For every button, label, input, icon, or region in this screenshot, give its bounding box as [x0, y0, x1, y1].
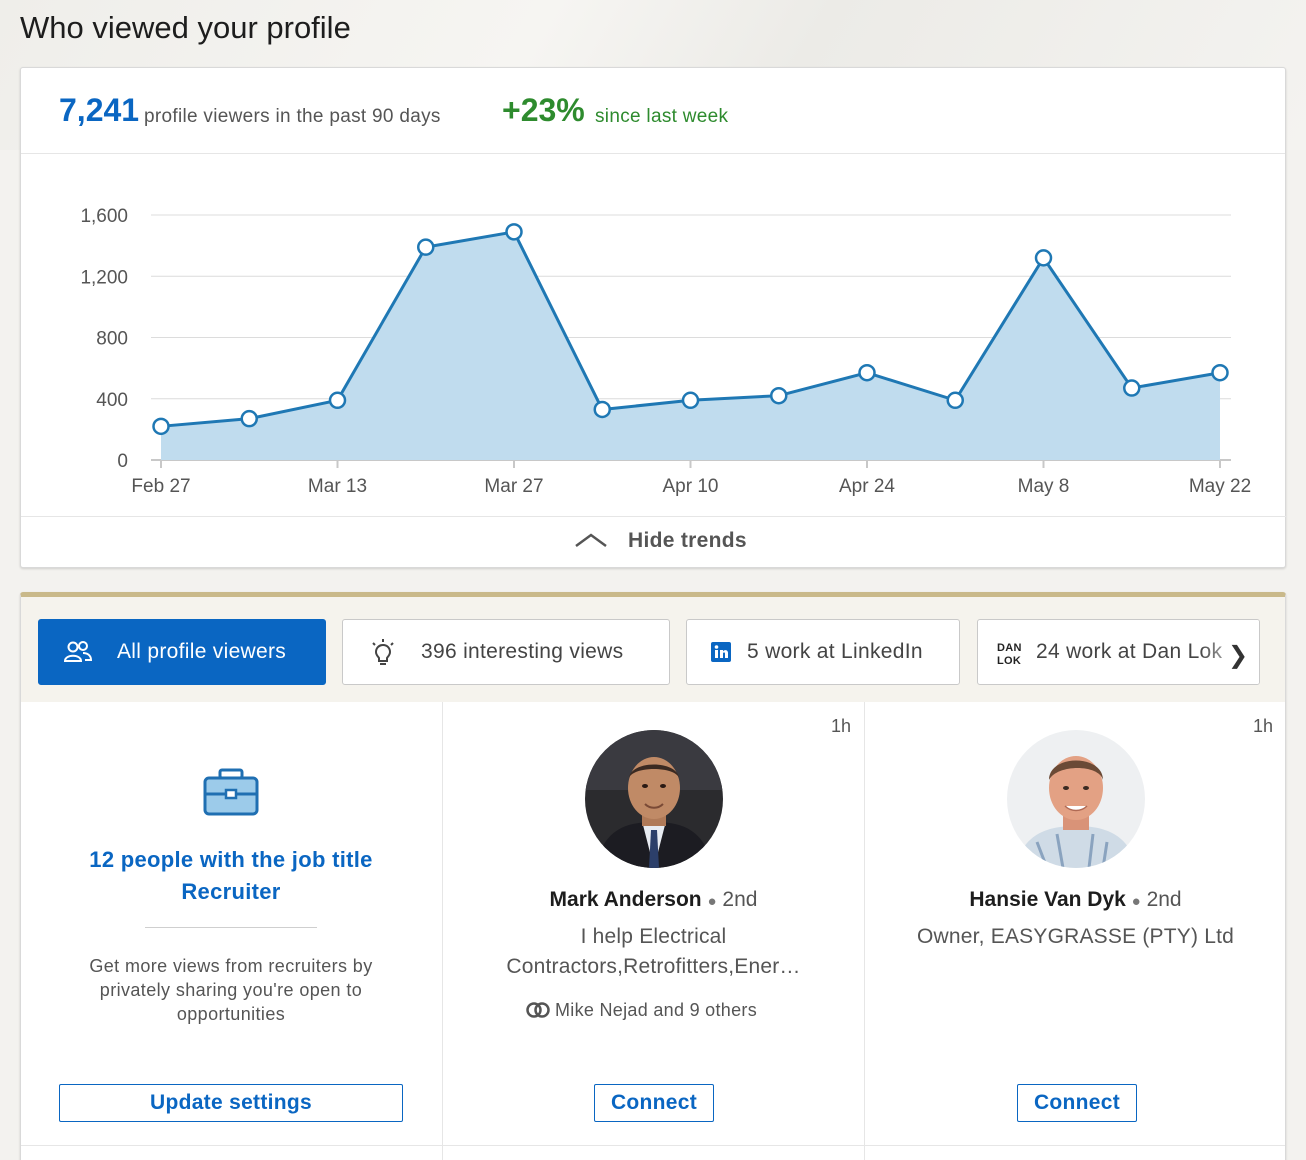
- filter-work-at-linkedin[interactable]: 5 work at LinkedIn: [686, 619, 960, 685]
- y-tick-label: 1,200: [80, 267, 128, 288]
- x-tick-label: Apr 24: [839, 476, 895, 497]
- danlok-logo-icon: DAN LOK: [997, 642, 1022, 666]
- avatar[interactable]: [585, 730, 723, 868]
- separator-dot: ●: [707, 893, 717, 910]
- recruiter-insight-title[interactable]: 12 people with the job title Recruiter: [51, 844, 411, 908]
- viewer-name-line: Hansie Van Dyk ● 2nd: [865, 888, 1286, 912]
- page-title: Who viewed your profile: [20, 10, 351, 45]
- viewer-card: 1h Hansie Van Dyk ● 2nd: [864, 702, 1285, 1160]
- filter-bar: All profile viewers 396 interesting view…: [21, 597, 1285, 702]
- chevron-right-icon[interactable]: ❯: [1228, 642, 1249, 669]
- shared-connections[interactable]: Mike Nejad and 9 others: [525, 1000, 757, 1021]
- data-point: [240, 409, 258, 428]
- data-point: [1034, 249, 1053, 267]
- lightbulb-icon: [372, 639, 394, 665]
- data-point: [417, 238, 435, 256]
- data-point: [505, 223, 523, 241]
- data-point: [1211, 363, 1229, 382]
- y-tick-label: 1,600: [80, 206, 128, 227]
- view-time: 1h: [830, 716, 851, 736]
- viewer-card: 1h Mark Anderson ●: [442, 702, 863, 1160]
- data-point: [946, 391, 964, 410]
- connect-button[interactable]: Connect: [1017, 1084, 1137, 1122]
- headline-line1: I help Electrical: [580, 925, 727, 948]
- profile-views-summary-card: 7,241 profile viewers in the past 90 day…: [20, 67, 1287, 569]
- chevron-up-icon: [575, 533, 607, 548]
- scroll-fade: [1199, 620, 1259, 684]
- viewer-count-label: profile viewers in the past 90 days: [144, 106, 441, 127]
- data-point: [681, 391, 700, 410]
- shared-connections-label: Mike Nejad and 9 others: [555, 1000, 758, 1020]
- data-point: [593, 400, 611, 419]
- divider: [145, 927, 317, 928]
- data-point: [770, 386, 788, 405]
- shared-connections-icon: [526, 1002, 550, 1018]
- summary-header: 7,241 profile viewers in the past 90 day…: [21, 68, 1285, 154]
- filter-label: All profile viewers: [117, 640, 287, 663]
- x-tick-label: Mar 27: [484, 476, 543, 497]
- separator-dot: ●: [1131, 893, 1141, 910]
- weekly-change-label: since last week: [595, 106, 729, 127]
- recruiter-title-line2: Recruiter: [181, 879, 281, 904]
- headline-line1: Owner, EASYGRASSE (PTY) Ltd: [916, 925, 1234, 948]
- data-point: [1123, 379, 1141, 397]
- connect-button[interactable]: Connect: [594, 1084, 714, 1122]
- update-settings-button[interactable]: Update settings: [59, 1084, 403, 1122]
- avatar[interactable]: [1007, 730, 1145, 868]
- data-point: [328, 391, 347, 410]
- x-tick-label: Feb 27: [131, 476, 190, 497]
- x-tick-label: Mar 13: [308, 476, 367, 497]
- recruiter-insight-description: Get more views from recruiters by privat…: [89, 956, 373, 1024]
- hide-trends-button[interactable]: Hide trends: [21, 516, 1287, 569]
- views-chart-svg: 0 400 800 1,200 1,600 Feb 27 Mar 13 Mar 27 Apr 1…: [80, 206, 1251, 497]
- viewer-name[interactable]: Hansie Van Dyk: [969, 888, 1126, 911]
- x-tick-label: May 8: [1018, 476, 1070, 497]
- viewer-name[interactable]: Mark Anderson: [549, 888, 702, 911]
- connection-degree: 2nd: [1146, 888, 1182, 911]
- viewers-list-card: All profile viewers 396 interesting view…: [20, 592, 1286, 1160]
- y-tick-label: 400: [96, 390, 128, 411]
- y-tick-label: 0: [117, 451, 128, 472]
- profile-photo: [585, 730, 723, 868]
- weekly-change: +23%: [502, 92, 585, 128]
- linkedin-icon: [711, 642, 731, 662]
- briefcase-icon: [203, 768, 259, 816]
- viewer-headline: I help Electrical Contractors,Retrofitte…: [473, 922, 834, 982]
- viewer-name-line: Mark Anderson ● 2nd: [443, 888, 864, 912]
- x-tick-label: May 22: [1189, 476, 1251, 497]
- people-icon: [63, 641, 93, 662]
- filter-label: 24 work at Dan Lok: [1036, 640, 1223, 663]
- data-point: [858, 363, 876, 382]
- y-tick-label: 800: [96, 329, 128, 350]
- views-trend-chart: 0 400 800 1,200 1,600 Feb 27 Mar 13 Mar 27 Apr 1…: [21, 155, 1287, 517]
- filter-interesting-views[interactable]: 396 interesting views: [342, 619, 670, 685]
- series-area: [161, 231, 1220, 460]
- filter-label: 396 interesting views: [421, 640, 624, 663]
- filter-all-viewers[interactable]: All profile viewers: [38, 619, 326, 685]
- divider: [21, 1145, 1285, 1146]
- data-point: [152, 417, 170, 436]
- viewer-headline: Owner, EASYGRASSE (PTY) Ltd: [895, 922, 1256, 952]
- headline-line2: Contractors,Retrofitters,Ener…: [506, 955, 801, 978]
- viewer-count[interactable]: 7,241: [59, 92, 140, 128]
- svg-text:LOK: LOK: [997, 655, 1021, 666]
- profile-photo: [1007, 730, 1145, 868]
- recruiter-title-line1: 12 people with the job title: [89, 847, 373, 872]
- view-time: 1h: [1252, 716, 1273, 736]
- svg-text:DAN: DAN: [997, 642, 1022, 654]
- viewer-cards-row: 12 people with the job title Recruiter G…: [21, 702, 1285, 1160]
- filter-label: 5 work at LinkedIn: [747, 640, 923, 663]
- hide-trends-label: Hide trends: [628, 529, 747, 552]
- recruiter-insight-card: 12 people with the job title Recruiter G…: [21, 702, 442, 1160]
- connection-degree: 2nd: [722, 888, 758, 911]
- filter-work-at-dan-lok[interactable]: DAN LOK 24 work at Dan Lok: [977, 619, 1260, 685]
- x-tick-label: Apr 10: [663, 476, 719, 497]
